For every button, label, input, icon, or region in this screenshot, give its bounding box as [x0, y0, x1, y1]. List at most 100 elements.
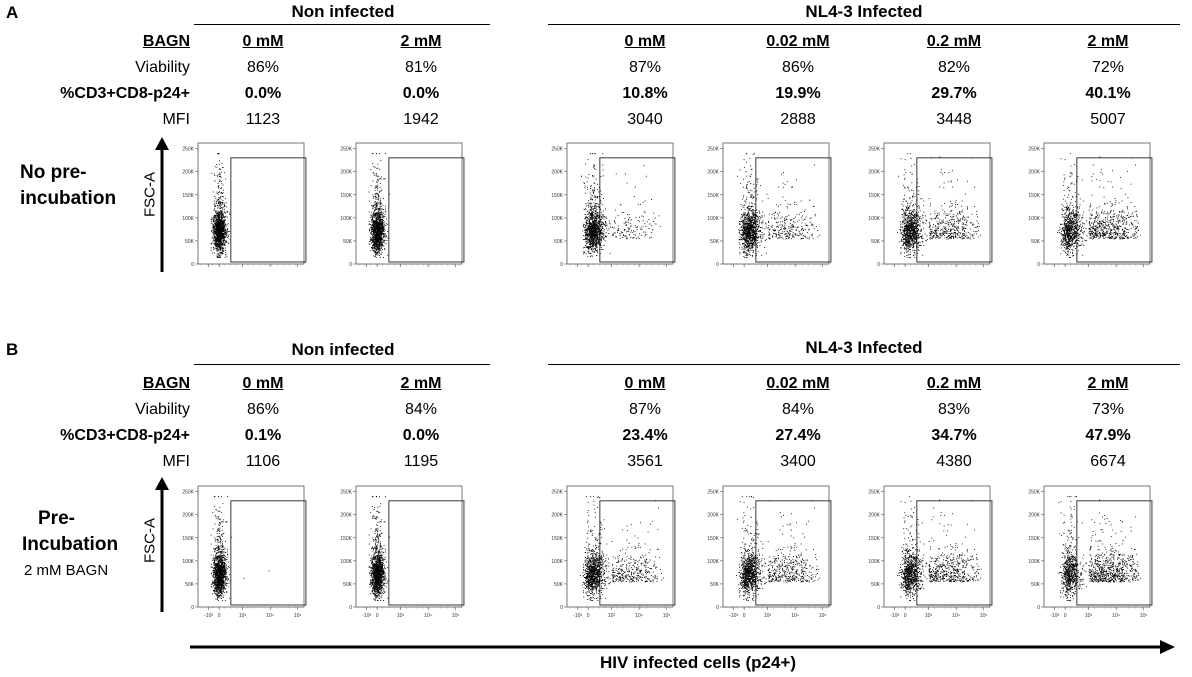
event-dot — [783, 231, 785, 232]
y-tick-label: 250K — [551, 147, 563, 153]
event-dot — [217, 216, 218, 218]
event-dot — [215, 221, 217, 223]
event-dot — [220, 241, 222, 243]
event-dot — [603, 237, 604, 239]
event-dot — [381, 216, 383, 218]
event-dot — [380, 247, 382, 249]
event-dot — [593, 241, 594, 242]
event-dot — [385, 243, 387, 245]
event-dot — [374, 248, 376, 250]
event-dot — [378, 244, 380, 246]
event-dot — [217, 247, 218, 249]
event-dot — [784, 227, 786, 229]
event-dot — [755, 249, 757, 250]
event-dot — [601, 216, 603, 218]
event-dot — [752, 251, 754, 253]
event-dot — [634, 186, 636, 188]
event-dot — [601, 227, 603, 229]
event-dot — [222, 234, 224, 236]
event-dot — [376, 212, 378, 214]
panel-a-y-axis-title: FSC-A — [141, 172, 159, 217]
event-dot — [219, 252, 221, 254]
panel-b-row-label-percent: %CD3+CD8-p24+ — [60, 427, 190, 444]
event-dot — [376, 248, 378, 250]
event-dot — [380, 240, 382, 242]
event-dot — [593, 191, 595, 193]
event-dot — [210, 247, 212, 249]
event-dot — [219, 160, 220, 162]
event-dot — [221, 192, 223, 194]
event-dot — [591, 239, 593, 241]
event-dot — [590, 230, 591, 232]
event-dot — [591, 153, 593, 155]
event-dot — [220, 226, 222, 228]
event-dot — [752, 233, 754, 235]
event-dot — [746, 241, 747, 243]
event-dot — [592, 221, 594, 223]
event-dot — [747, 228, 748, 230]
event-dot — [592, 243, 593, 245]
event-dot — [597, 203, 599, 205]
event-dot — [629, 217, 630, 219]
event-dot — [223, 250, 225, 251]
event-dot — [381, 219, 383, 221]
event-dot — [588, 248, 590, 249]
event-dot — [590, 238, 591, 239]
panel-a-sample-2-viability: 81% — [404, 59, 438, 76]
event-dot — [382, 223, 383, 224]
event-dot — [595, 211, 596, 213]
event-dot — [219, 241, 221, 242]
event-dot — [655, 223, 657, 225]
event-dot — [222, 248, 224, 250]
event-dot — [749, 245, 751, 247]
event-dot — [756, 209, 758, 211]
event-dot — [595, 235, 597, 237]
event-dot — [631, 237, 633, 239]
event-dot — [589, 244, 590, 245]
event-dot — [645, 225, 647, 227]
event-dot — [751, 190, 753, 192]
event-dot — [587, 205, 589, 206]
event-dot — [373, 234, 375, 236]
event-dot — [801, 234, 803, 236]
event-dot — [749, 251, 751, 253]
event-dot — [377, 227, 379, 229]
event-dot — [653, 221, 655, 222]
event-dot — [379, 223, 381, 224]
event-dot — [591, 226, 593, 228]
event-dot — [599, 199, 601, 201]
x-axis-title: HIV infected cells (p24+) — [599, 653, 797, 672]
event-dot — [758, 218, 760, 220]
event-dot — [382, 236, 384, 238]
event-dot — [220, 226, 222, 228]
event-dot — [221, 226, 223, 227]
event-dot — [375, 238, 376, 240]
event-dot — [371, 240, 373, 241]
event-dot — [376, 217, 377, 218]
event-dot — [641, 215, 643, 217]
event-dot — [591, 239, 593, 240]
event-dot — [590, 241, 592, 243]
panel-b-sample-2-viability: 84% — [404, 401, 438, 418]
event-dot — [595, 223, 597, 224]
event-dot — [221, 213, 223, 215]
event-dot — [589, 240, 591, 242]
event-dot — [225, 206, 227, 208]
event-dot — [383, 230, 384, 231]
event-dot — [221, 230, 223, 232]
event-dot — [597, 213, 599, 215]
event-dot — [745, 234, 747, 236]
event-dot — [593, 153, 595, 155]
event-dot — [592, 241, 594, 243]
event-dot — [595, 229, 597, 231]
event-dot — [380, 234, 382, 236]
event-dot — [214, 252, 215, 254]
x-arrow — [190, 640, 1175, 654]
event-dot — [224, 227, 226, 229]
event-dot — [593, 211, 594, 213]
event-dot — [372, 163, 374, 164]
events — [368, 153, 391, 258]
event-dot — [223, 229, 225, 231]
panel-a-sample-6-mfi: 5007 — [1090, 111, 1126, 128]
